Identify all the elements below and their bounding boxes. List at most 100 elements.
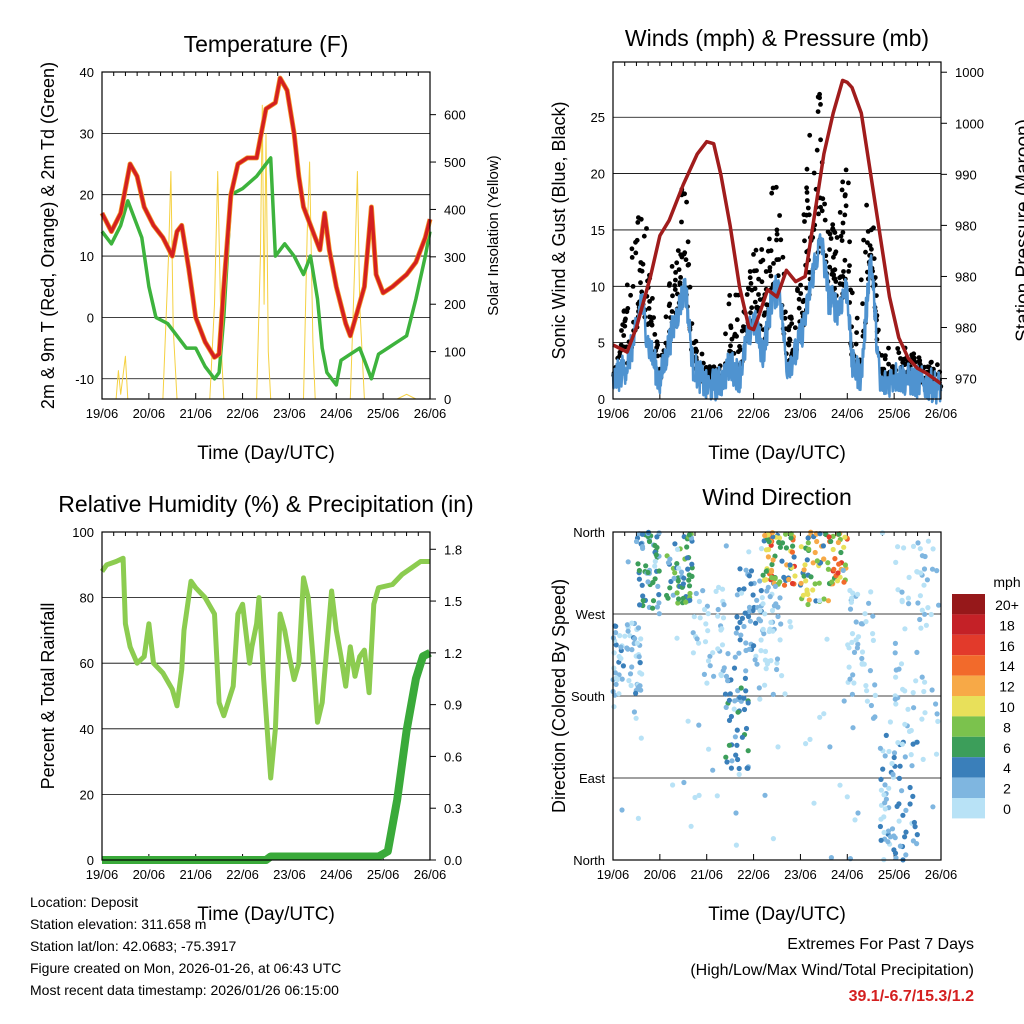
direction-point: [746, 549, 752, 555]
y-tick-label: 20: [80, 787, 94, 802]
gust-point: [846, 269, 851, 274]
direction-point: [830, 533, 836, 540]
direction-point: [812, 549, 818, 556]
direction-point: [763, 568, 769, 574]
direction-point: [842, 562, 849, 568]
direction-point: [741, 623, 747, 630]
direction-point: [907, 784, 913, 791]
y-tick-label: 40: [80, 722, 94, 737]
gust-point: [672, 283, 678, 288]
gust-point: [691, 340, 697, 346]
direction-point: [878, 816, 884, 822]
gust-point: [647, 299, 652, 304]
direction-point: [638, 735, 644, 741]
direction-point: [650, 605, 656, 611]
legend-label: 10: [999, 699, 1015, 715]
direction-point: [639, 671, 645, 677]
legend-swatch: [952, 655, 985, 676]
direction-point: [762, 792, 768, 798]
gust-point: [673, 270, 678, 275]
elevation-text: Station elevation: 311.658 m: [30, 916, 207, 932]
gust-point: [796, 296, 802, 302]
gust-point: [774, 231, 780, 237]
legend-label: 20+: [995, 597, 1019, 613]
direction-point: [694, 636, 700, 642]
direction-point: [893, 674, 899, 680]
direction-point: [805, 540, 811, 546]
direction-point: [643, 563, 649, 569]
direction-point: [769, 575, 775, 581]
direction-point: [807, 736, 813, 743]
legend-swatch: [952, 716, 985, 737]
direction-point: [715, 606, 721, 613]
direction-point: [756, 685, 762, 691]
direction-point: [760, 572, 766, 578]
right-tick-label: 200: [444, 297, 466, 312]
x-tick-label: 20/06: [133, 406, 166, 421]
direction-point: [688, 823, 694, 829]
direction-point: [849, 691, 856, 697]
right-tick-label: 500: [444, 155, 466, 170]
gust-point: [679, 219, 684, 225]
direction-point: [777, 544, 784, 550]
direction-point: [779, 558, 785, 564]
direction-point: [827, 744, 833, 750]
direction-point: [889, 760, 895, 767]
direction-point: [746, 573, 753, 579]
gust-point: [898, 356, 903, 361]
direction-point: [861, 661, 867, 667]
direction-point: [683, 599, 689, 605]
direction-point: [725, 678, 731, 684]
direction-point: [726, 742, 733, 748]
direction-point: [653, 552, 659, 558]
gust-point: [928, 360, 934, 365]
direction-point: [911, 705, 917, 711]
direction-point: [919, 716, 925, 722]
direction-point: [774, 666, 780, 673]
x-tick-label: 20/06: [644, 406, 677, 421]
x-tick-label: 19/06: [597, 406, 630, 421]
direction-point: [851, 680, 857, 686]
direction-point: [910, 741, 916, 747]
direction-point: [731, 706, 737, 712]
direction-point: [870, 715, 877, 721]
direction-point: [612, 670, 618, 676]
direction-point: [696, 722, 702, 728]
direction-point: [803, 578, 809, 584]
direction-point: [915, 569, 921, 575]
direction-point: [892, 696, 898, 702]
direction-point: [692, 794, 698, 801]
x-tick-label: 26/06: [925, 406, 958, 421]
direction-point: [903, 807, 909, 814]
gust-point: [751, 252, 756, 257]
gust-point: [622, 323, 628, 329]
direction-point: [868, 702, 875, 709]
direction-point: [732, 654, 738, 660]
y-tick-label: 25: [591, 110, 605, 125]
direction-point: [746, 646, 752, 652]
gust-point: [747, 269, 753, 274]
gust-point: [617, 349, 623, 355]
gust-point: [768, 248, 774, 254]
legend-swatch: [952, 798, 985, 819]
direction-point: [744, 765, 750, 771]
direction-point: [726, 717, 733, 724]
x-tick-label: 26/06: [414, 867, 447, 882]
direction-point: [670, 782, 676, 788]
direction-point: [675, 600, 681, 606]
direction-point: [761, 631, 767, 637]
direction-point: [894, 803, 900, 810]
x-tick-label: 26/06: [414, 406, 447, 421]
gust-point: [652, 332, 658, 337]
direction-point: [897, 763, 903, 769]
gust-point: [646, 306, 652, 311]
gust-point: [744, 292, 750, 297]
pressure-line: [612, 78, 943, 386]
direction-point: [902, 834, 908, 840]
direction-point: [910, 793, 916, 800]
direction-point: [878, 776, 884, 783]
legend-label: 14: [999, 658, 1015, 674]
x-axis-label: Time (Day/UTC): [197, 443, 335, 464]
direction-point: [882, 753, 888, 759]
direction-point: [881, 792, 887, 798]
